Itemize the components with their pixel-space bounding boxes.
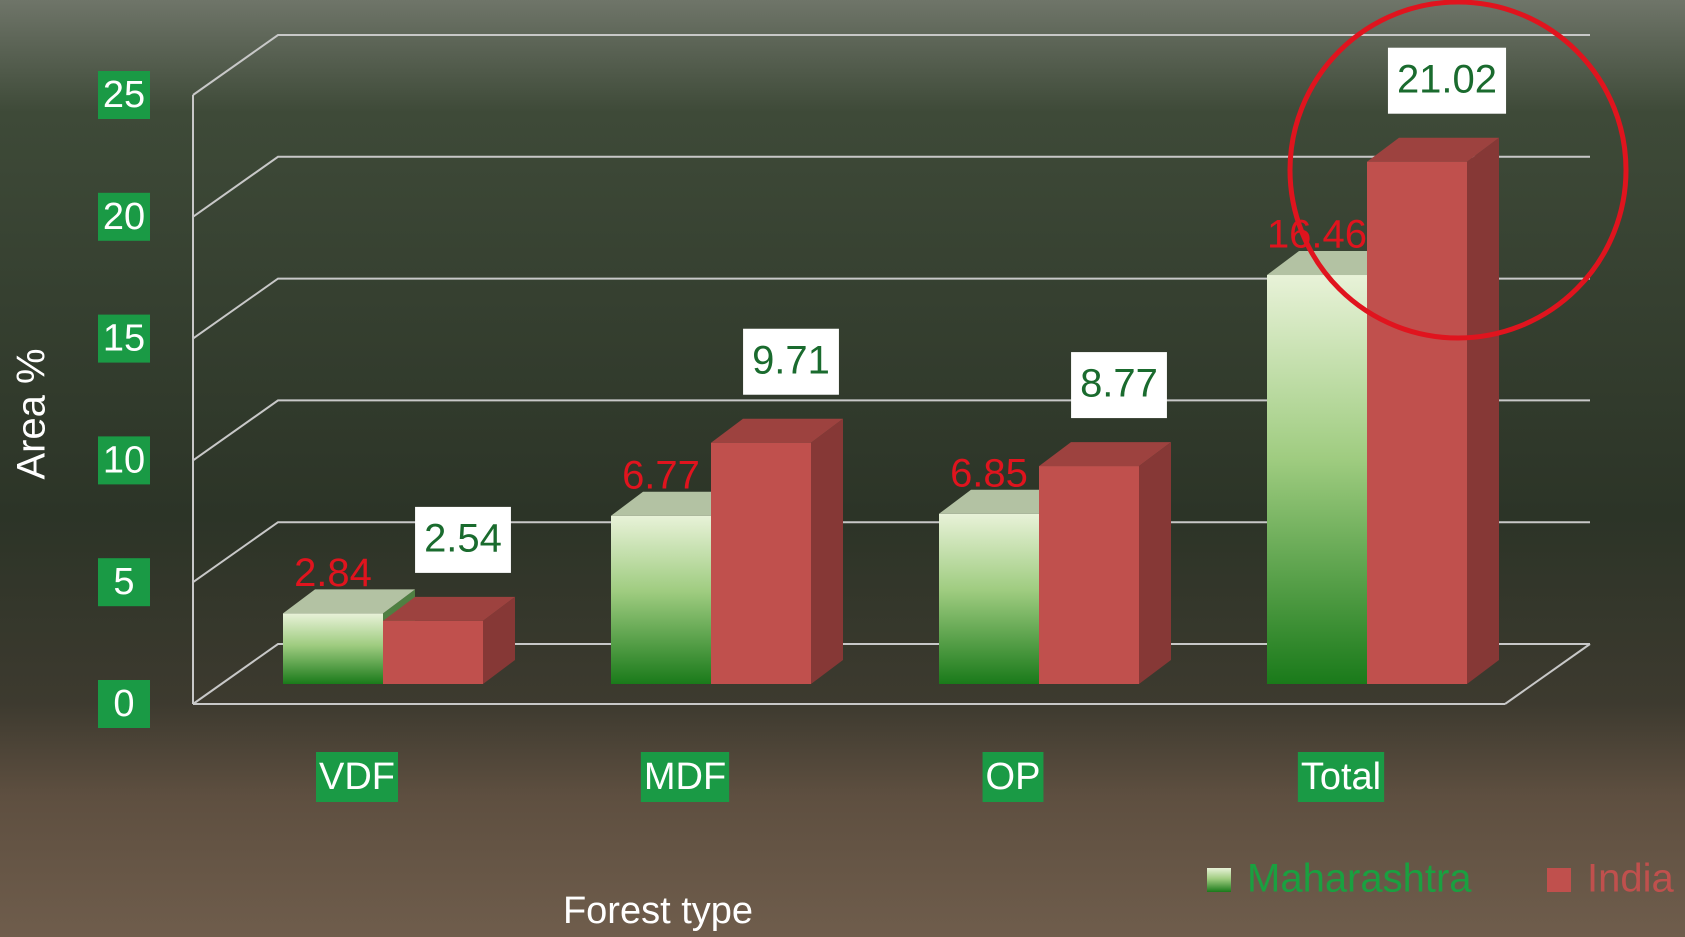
value-label: 16.46 — [1267, 213, 1367, 257]
bar-side — [1139, 442, 1171, 684]
value-label: 2.54 — [424, 516, 502, 560]
bar — [1039, 466, 1139, 684]
legend-swatch — [1207, 868, 1231, 892]
value-label: 8.77 — [1080, 362, 1158, 406]
y-tick-label: 15 — [103, 318, 145, 360]
x-axis-label: Forest type — [563, 890, 753, 932]
x-tick-label: Total — [1301, 756, 1381, 798]
value-label: 9.71 — [752, 338, 830, 382]
bar — [1267, 275, 1367, 684]
legend-label: India — [1587, 857, 1674, 901]
legend-label: Maharashtra — [1247, 857, 1472, 901]
bar-side — [1467, 138, 1499, 684]
bar — [711, 443, 811, 684]
y-tick-label: 10 — [103, 439, 145, 481]
y-axis-label: Area % — [10, 348, 54, 479]
y-tick-label: 20 — [103, 196, 145, 238]
page: {"chart_data": {"type": "bar3d", "x_labe… — [0, 0, 1685, 937]
value-label: 21.02 — [1397, 57, 1497, 101]
chart: Area % Forest type 0 5 10 15 20 25 VDF 2.84 2.54… — [0, 0, 1685, 937]
legend-swatch — [1547, 868, 1571, 892]
value-label: 6.85 — [950, 451, 1028, 495]
x-tick-label: MDF — [644, 756, 726, 798]
value-label: 6.77 — [622, 453, 700, 497]
bar — [939, 514, 1039, 684]
bar — [1367, 162, 1467, 684]
y-tick-label: 25 — [103, 74, 145, 116]
bar — [283, 613, 383, 684]
y-tick-label: 5 — [113, 561, 134, 603]
bar-side — [811, 419, 843, 684]
x-tick-label: OP — [986, 756, 1041, 798]
x-tick-label: VDF — [319, 756, 395, 798]
y-tick-label: 0 — [113, 683, 134, 725]
bar — [383, 621, 483, 684]
value-label: 2.84 — [294, 551, 372, 595]
bar — [611, 516, 711, 684]
